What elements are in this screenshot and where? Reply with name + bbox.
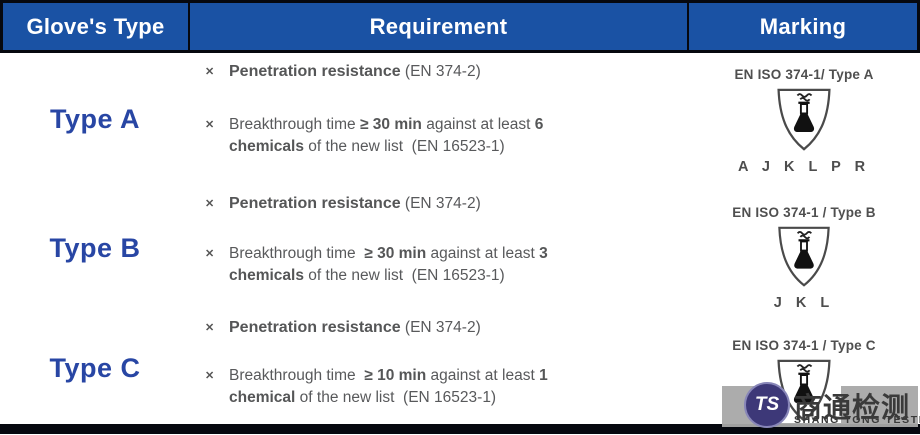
marking-performance-letters: J K L [773,295,835,311]
header-gloves-type: Glove's Type [3,3,188,50]
requirement-text: Breakthrough time ≥ 30 min against at le… [229,115,544,155]
requirement-text: Penetration resistance (EN 374-2) [229,319,481,336]
requirement-text: Breakthrough time ≥ 30 min against at le… [229,244,548,284]
requirement-item: ✕ Penetration resistance (EN 374-2) [205,317,660,340]
type-a-label: Type A [49,103,140,134]
chemical-hazard-shield-icon [767,88,841,152]
watermark-english-text: SHANG TONG TESTING [794,414,920,426]
watermark: TS 商通检测 SHANG TONG TESTING [722,382,920,428]
table-bottom-border [0,424,920,434]
requirement-text: Breakthrough time ≥ 10 min against at le… [229,366,548,406]
requirement-text: Penetration resistance (EN 374-2) [229,195,481,212]
watermark-chinese-text: 商通检测 [794,392,911,423]
table-header: Glove's Type Requirement Marking [0,0,920,53]
x-bullet-icon: ✕ [205,66,215,78]
type-b-label: Type B [49,233,141,263]
x-bullet-icon: ✕ [205,118,215,131]
marking-standard-text: EN ISO 374-1 / Type B [732,205,876,220]
marking-standard-text: EN ISO 374-1 / Type C [732,338,876,353]
x-bullet-icon: ✕ [205,247,215,260]
table-row-type-c: Type C ✕ Penetration resistance (EN 374-… [0,312,920,424]
x-bullet-icon: ✕ [205,322,215,334]
chemical-hazard-shield-icon [768,226,840,288]
type-c-label: Type C [49,352,141,383]
requirement-item: ✕ Breakthrough time ≥ 30 min against at … [205,114,660,158]
x-bullet-icon: ✕ [205,369,215,382]
requirement-text: Penetration resistance (EN 374-2) [229,63,481,80]
marking-performance-letters: A J K L P R [737,159,871,175]
requirement-item: ✕ Penetration resistance (EN 374-2) [205,193,660,216]
requirement-item: ✕ Breakthrough time ≥ 10 min against at … [205,365,660,409]
requirement-item: ✕ Penetration resistance (EN 374-2) [205,61,660,84]
table-row-type-b: Type B ✕ Penetration resistance (EN 374-… [0,185,920,312]
requirement-item: ✕ Breakthrough time ≥ 30 min against at … [205,243,660,287]
shangtong-logo-icon: TS [744,382,790,428]
x-bullet-icon: ✕ [205,198,215,210]
header-requirement: Requirement [190,3,687,50]
marking-standard-text: EN ISO 374-1/ Type A [734,67,874,82]
table-row-type-a: Type A ✕ Penetration resistance (EN 374-… [0,53,920,185]
header-marking: Marking [689,3,917,50]
